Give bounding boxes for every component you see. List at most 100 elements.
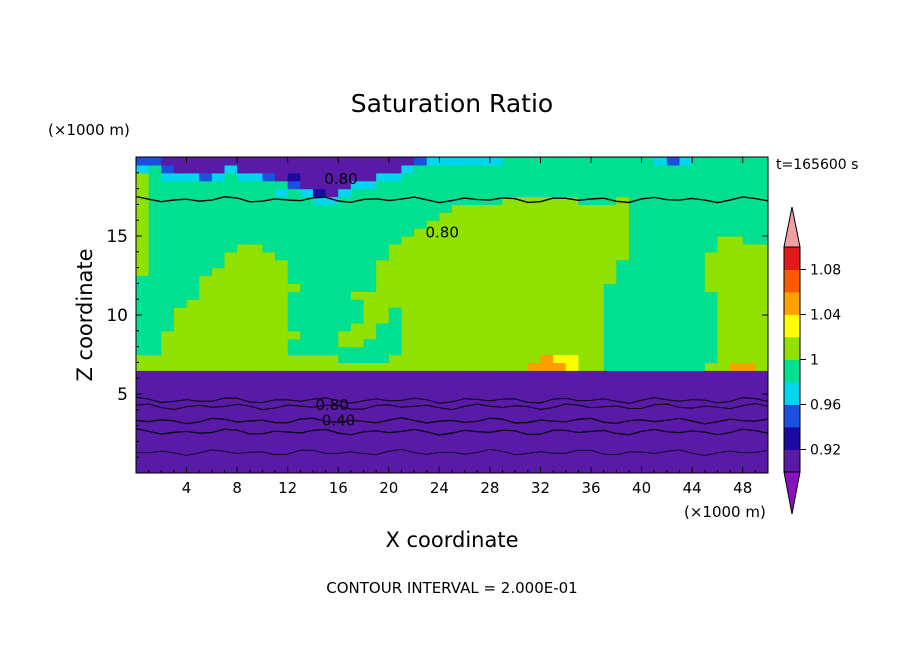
field-cell	[515, 330, 529, 340]
field-cell	[692, 409, 706, 419]
field-cell	[262, 322, 276, 332]
field-cell	[237, 449, 251, 458]
field-cell	[161, 283, 175, 292]
field-cell	[249, 338, 263, 348]
field-cell	[388, 354, 403, 363]
field-cell	[211, 157, 226, 166]
field-cell	[136, 346, 150, 356]
field-cell	[502, 346, 516, 356]
field-cell	[464, 236, 478, 245]
field-cell	[224, 315, 238, 324]
field-cell	[262, 164, 276, 174]
field-cell	[654, 236, 668, 245]
field-cell	[313, 125, 326, 133]
field-cell	[249, 172, 263, 182]
field-cell	[363, 204, 377, 213]
field-cell	[565, 394, 579, 403]
field-cell	[591, 283, 605, 292]
field-cell	[439, 141, 452, 150]
field-cell	[755, 346, 768, 356]
field-cell	[717, 228, 731, 237]
field-cell	[502, 236, 516, 245]
field-cell	[654, 259, 668, 269]
field-cell	[199, 417, 213, 427]
field-cell	[730, 164, 744, 174]
field-cell	[275, 267, 289, 277]
field-cell	[363, 449, 377, 458]
field-cell	[136, 299, 150, 308]
field-cell	[704, 433, 719, 442]
field-cell	[628, 465, 643, 473]
field-cell	[262, 370, 276, 379]
field-cell	[477, 441, 491, 450]
field-cell	[249, 409, 263, 419]
field-cell	[426, 425, 440, 435]
field-cell	[565, 370, 579, 379]
field-cell	[414, 362, 428, 371]
field-cell	[199, 457, 213, 466]
field-cell	[578, 386, 592, 395]
field-cell	[553, 267, 567, 277]
field-cell	[414, 299, 428, 308]
field-cell	[679, 322, 693, 332]
field-cell	[553, 133, 566, 142]
field-cell	[515, 133, 528, 142]
field-cell	[401, 346, 415, 356]
contour-field	[136, 125, 768, 473]
field-cell	[464, 394, 478, 403]
field-cell	[742, 236, 756, 245]
field-cell	[300, 417, 314, 427]
field-cell	[401, 188, 415, 198]
field-cell	[364, 141, 377, 150]
field-cell	[237, 465, 251, 473]
field-cell	[540, 307, 554, 316]
field-cell	[654, 322, 668, 332]
field-cell	[376, 204, 390, 213]
field-cell	[666, 338, 681, 348]
field-cell	[680, 125, 693, 133]
field-cell	[237, 409, 251, 419]
field-cell	[629, 125, 642, 133]
field-cell	[565, 307, 579, 316]
field-cell	[249, 259, 263, 269]
field-cell	[224, 133, 237, 142]
field-cell	[376, 394, 390, 403]
field-cell	[717, 409, 731, 419]
field-cell	[199, 362, 213, 371]
field-cell	[376, 172, 390, 182]
field-cell	[262, 457, 276, 466]
field-cell	[540, 157, 554, 166]
field-cell	[489, 267, 504, 277]
field-cell	[692, 251, 706, 261]
field-cell	[540, 196, 554, 205]
field-cell	[300, 157, 314, 158]
field-cell	[704, 362, 719, 371]
field-cell	[452, 441, 466, 450]
field-cell	[489, 409, 504, 419]
field-cell	[211, 449, 226, 458]
field-cell	[704, 157, 719, 158]
field-cell	[641, 441, 655, 450]
field-cell	[755, 449, 768, 458]
field-cell	[616, 409, 630, 419]
field-cell	[452, 251, 466, 261]
field-cell	[237, 133, 250, 142]
field-cell	[565, 259, 579, 269]
field-cell	[262, 299, 276, 308]
field-cell	[679, 275, 693, 284]
field-cell	[603, 212, 617, 221]
field-cell	[388, 220, 403, 229]
field-cell	[502, 267, 516, 277]
field-cell	[502, 228, 516, 237]
field-cell	[300, 322, 314, 332]
field-cell	[376, 401, 390, 411]
field-cell	[553, 386, 567, 395]
field-cell	[363, 346, 377, 356]
field-cell	[628, 378, 643, 387]
field-cell	[363, 291, 377, 300]
field-cell	[515, 157, 529, 158]
field-cell	[502, 180, 516, 190]
field-cell	[515, 164, 529, 174]
field-cell	[249, 433, 263, 442]
field-cell	[363, 386, 377, 395]
